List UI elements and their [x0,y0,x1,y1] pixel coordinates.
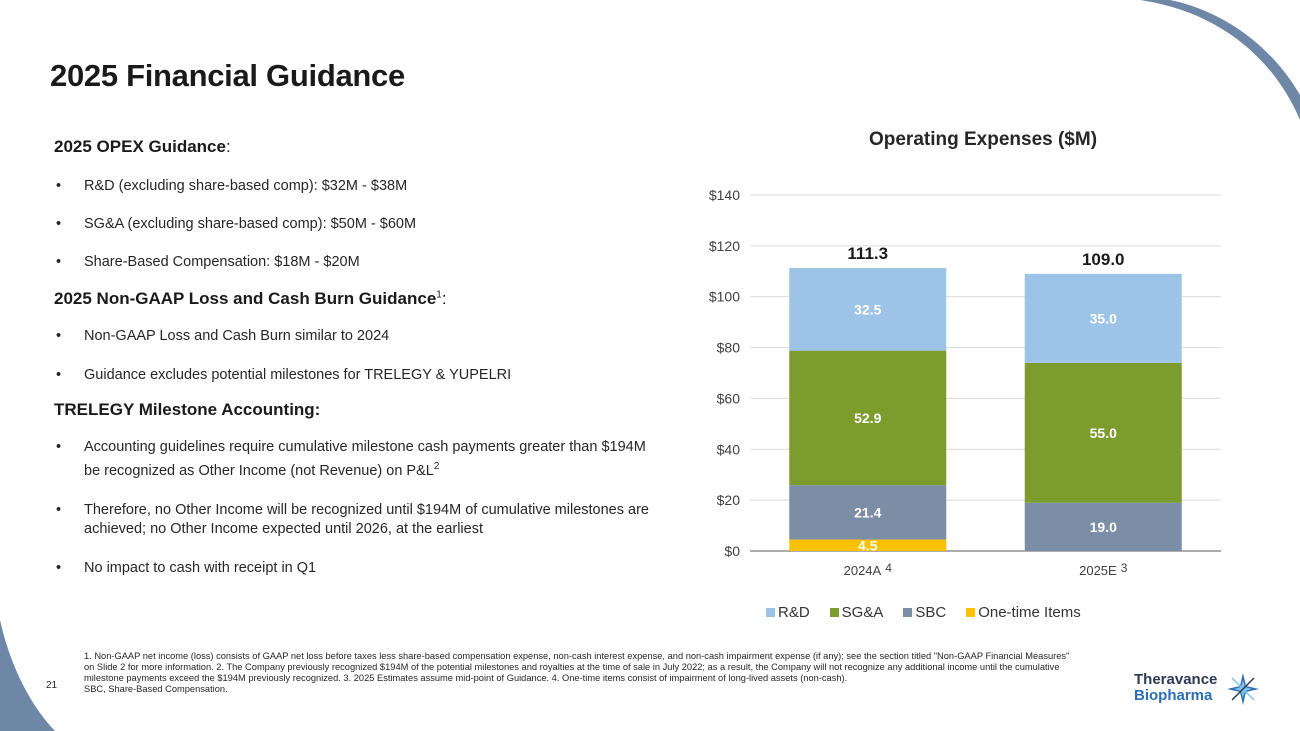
bar-segment [789,485,947,540]
opex-heading: 2025 OPEX Guidance: [54,137,231,156]
bar-segment [1024,362,1182,503]
chart-legend: R&D SG&A SBC One-time Items [766,604,1101,621]
bottom-left-arc [0,620,55,731]
footnote: 1. Non-GAAP net income (loss) consists o… [84,651,1070,694]
legend-swatch-sbc [903,608,913,617]
chart-title: Operating Expenses ($M) [868,129,1098,150]
list-item: R&D (excluding share-based comp): $32M -… [54,177,654,196]
y-tick-label: $40 [717,441,741,457]
y-tick-label: $80 [717,340,741,356]
data-label: 52.9 [854,410,881,426]
legend-item-sga: SG&A [829,604,883,621]
bar-segment [1024,502,1182,551]
y-tick-label: $140 [709,187,740,203]
legend-swatch-sga [829,608,839,617]
total-label: 109.0 [1082,250,1125,269]
bar-segment [789,267,947,351]
list-item: SG&A (excluding share-based comp): $50M … [54,215,654,234]
data-label: 21.4 [854,504,881,520]
bar-segment [789,539,947,551]
list-item: Accounting guidelines require cumulative… [54,438,654,481]
legend-swatch-rd [766,608,775,617]
x-tick-label: 2025E 3 [1079,561,1128,578]
company-logo: Theravance Biopharma [1134,672,1264,708]
bar-segment [789,350,947,486]
data-label: 32.5 [854,301,881,317]
legend-swatch-one-time [966,608,976,617]
nongaap-heading: 2025 Non-GAAP Loss and Cash Burn Guidanc… [54,289,447,308]
bar-segment [1024,273,1182,363]
data-label: 19.0 [1090,519,1117,535]
guidance-panel: 2025 OPEX Guidance: R&D (excluding share… [54,137,654,578]
list-item: No impact to cash with receipt in Q1 [54,559,654,578]
y-tick-label: $120 [709,238,740,254]
list-item: Non-GAAP Loss and Cash Burn similar to 2… [54,327,654,346]
page-title: 2025 Financial Guidance [50,58,405,93]
opex-list: R&D (excluding share-based comp): $32M -… [54,177,654,272]
data-label: 35.0 [1090,310,1117,326]
list-item: Guidance excludes potential milestones f… [54,366,654,385]
total-label: 111.3 [847,244,888,263]
y-tick-label: $100 [709,289,740,305]
nongaap-list: Non-GAAP Loss and Cash Burn similar to 2… [54,327,654,385]
list-item: Share-Based Compensation: $18M - $20M [54,253,654,272]
y-tick-label: $0 [724,543,740,559]
page-number: 21 [46,680,58,691]
top-right-arc [1140,0,1300,120]
legend-item-one-time: One-time Items [966,604,1081,621]
y-tick-label: $60 [717,390,741,406]
x-tick-label: 2024A 4 [844,561,893,578]
legend-item-rd: R&D [766,604,810,621]
trelegy-heading: TRELEGY Milestone Accounting: [54,400,321,419]
list-item: Therefore, no Other Income will be recog… [54,501,654,539]
legend-item-sbc: SBC [903,604,946,621]
data-label: 55.0 [1090,425,1117,441]
star-logo-icon [1227,673,1259,705]
data-label: 4.5 [858,537,878,553]
trelegy-list: Accounting guidelines require cumulative… [54,438,654,578]
y-tick-label: $20 [717,492,741,508]
